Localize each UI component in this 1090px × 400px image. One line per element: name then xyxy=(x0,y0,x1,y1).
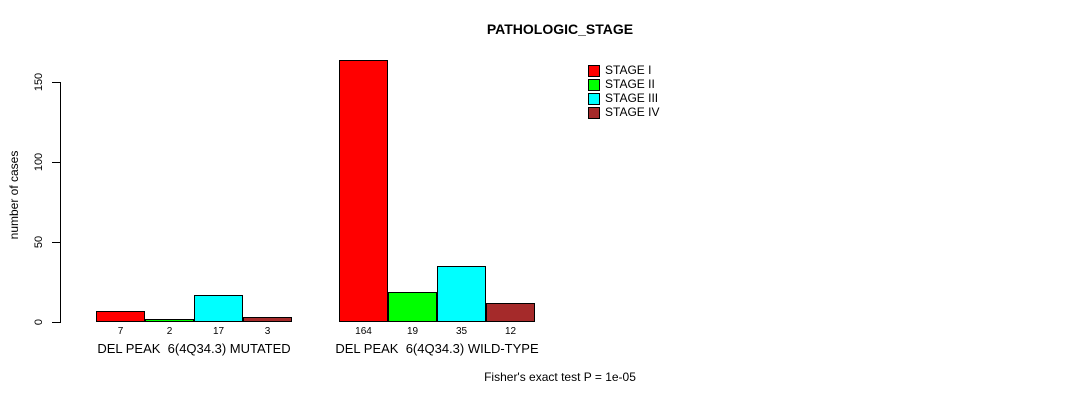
y-axis-label: number of cases xyxy=(7,150,21,240)
legend-label-stage-i: STAGE I xyxy=(605,63,652,77)
bar-value-label: 17 xyxy=(212,326,225,337)
bar-stage-iii-mutated xyxy=(194,295,243,322)
chart-title: PATHOLOGIC_STAGE xyxy=(486,21,634,37)
y-tick-mark-50 xyxy=(52,242,60,243)
bar-value-label: 35 xyxy=(455,326,468,337)
y-tick-label-150: 150 xyxy=(33,72,45,92)
legend-swatch-stage-i xyxy=(588,64,600,77)
category-label-mutated: DEL PEAK 6(4Q34.3) MUTATED xyxy=(97,341,291,356)
legend-swatch-stage-iv xyxy=(588,106,600,119)
bar-value-label: 3 xyxy=(264,326,271,337)
y-axis-line xyxy=(60,82,61,323)
footnote-fisher-test: Fisher's exact test P = 1e-05 xyxy=(484,370,636,384)
legend-swatch-stage-ii xyxy=(588,78,600,91)
legend-item-stage-iv: STAGE IV xyxy=(588,106,659,119)
bar-stage-i-mutated xyxy=(96,311,145,322)
bar-value-label: 2 xyxy=(166,326,173,337)
bar-value-label: 7 xyxy=(117,326,124,337)
bar-value-label: 12 xyxy=(504,326,517,337)
legend-item-stage-iii: STAGE III xyxy=(588,92,659,105)
y-tick-mark-0 xyxy=(52,322,60,323)
legend-label-stage-iii: STAGE III xyxy=(605,91,659,105)
y-tick-label-0: 0 xyxy=(33,318,45,326)
bar-value-label: 19 xyxy=(406,326,419,337)
bar-stage-iii-wild-type xyxy=(437,266,486,322)
legend: STAGE I STAGE II STAGE III STAGE IV xyxy=(588,64,659,120)
legend-label-stage-ii: STAGE II xyxy=(605,77,655,91)
y-tick-label-100: 100 xyxy=(33,152,45,172)
legend-label-stage-iv: STAGE IV xyxy=(605,105,660,119)
legend-swatch-stage-iii xyxy=(588,92,600,105)
legend-item-stage-i: STAGE I xyxy=(588,64,659,77)
bar-stage-iv-wild-type xyxy=(486,303,535,322)
bar-stage-i-wild-type xyxy=(339,60,388,322)
legend-item-stage-ii: STAGE II xyxy=(588,78,659,91)
bar-stage-iv-mutated xyxy=(243,317,292,322)
y-tick-label-50: 50 xyxy=(33,235,45,249)
bar-value-label: 164 xyxy=(355,326,372,337)
y-tick-mark-150 xyxy=(52,82,60,83)
bar-stage-ii-mutated xyxy=(145,319,194,322)
category-label-wild-type: DEL PEAK 6(4Q34.3) WILD-TYPE xyxy=(335,341,539,356)
bar-stage-ii-wild-type xyxy=(388,292,437,322)
y-tick-mark-100 xyxy=(52,162,60,163)
